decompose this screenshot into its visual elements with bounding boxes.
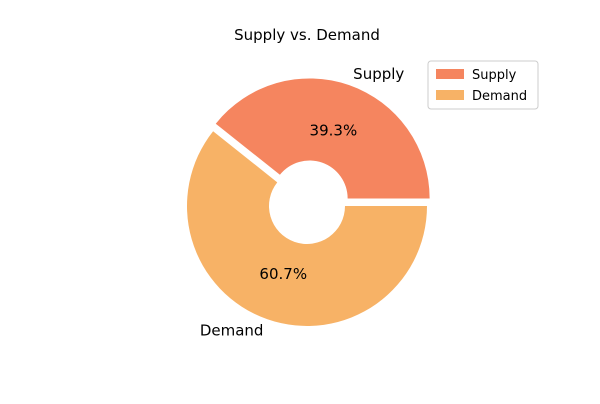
legend-swatch-supply: [436, 69, 464, 79]
pie-category-label-supply: Supply: [353, 65, 404, 83]
pie-category-label-demand: Demand: [200, 322, 264, 340]
pie-percent-label-supply: 39.3%: [310, 121, 358, 139]
legend-label-demand: Demand: [472, 89, 527, 104]
pie-percent-label-demand: 60.7%: [259, 265, 307, 283]
legend-label-supply: Supply: [472, 68, 517, 83]
legend: Supply Demand: [427, 60, 539, 110]
pie-slice-demand: [187, 131, 427, 326]
pie-slice-supply: [215, 78, 430, 199]
chart-title: Supply vs. Demand: [234, 26, 380, 44]
legend-swatch-demand: [436, 90, 464, 100]
pie-labels: 39.3% Supply 60.7% Demand: [200, 65, 405, 340]
pie-slices: [187, 78, 430, 326]
